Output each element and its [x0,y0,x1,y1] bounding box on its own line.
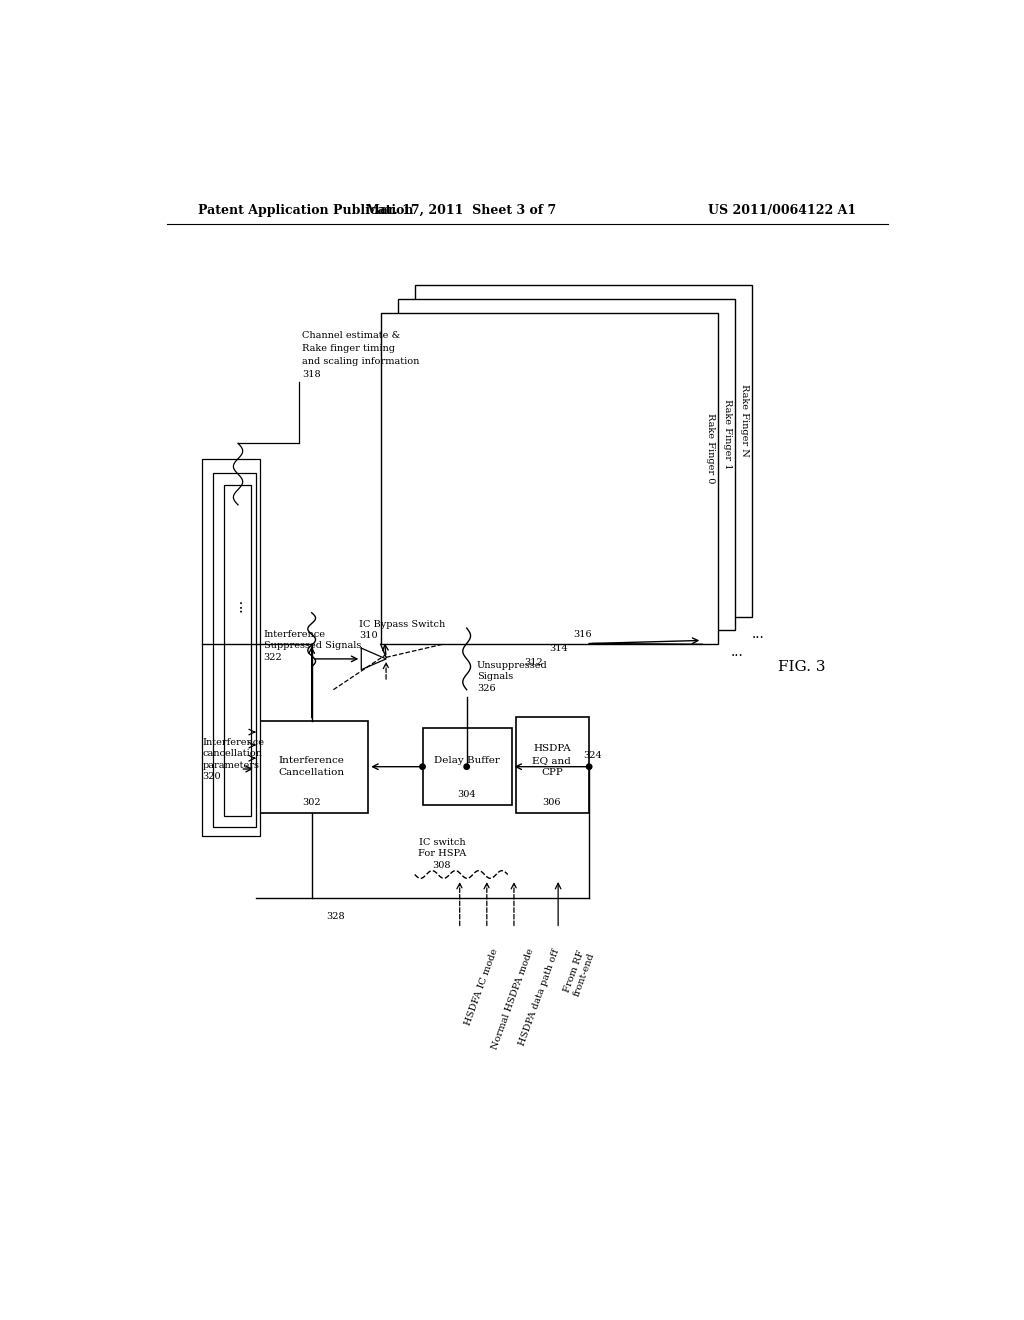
Bar [213,473,256,826]
Bar [515,717,589,813]
Text: 326: 326 [477,684,496,693]
Text: HSDPA: HSDPA [534,744,570,754]
Text: 304: 304 [458,789,476,799]
Text: Rake Finger 1: Rake Finger 1 [723,399,731,470]
Text: Interference: Interference [263,630,326,639]
Text: 318: 318 [302,371,321,379]
Text: cancellation: cancellation [203,750,262,758]
Text: Cancellation: Cancellation [279,768,345,777]
Text: Mar. 17, 2011  Sheet 3 of 7: Mar. 17, 2011 Sheet 3 of 7 [367,205,556,218]
Text: parameters: parameters [203,760,259,770]
Text: 320: 320 [203,772,221,781]
Text: Interference: Interference [279,756,345,766]
Text: Unsuppressed: Unsuppressed [477,660,548,669]
Text: HSDFA IC mode: HSDFA IC mode [464,948,500,1027]
Bar [224,484,251,816]
Text: 322: 322 [263,653,283,661]
Text: 312: 312 [524,659,543,667]
Text: Interference: Interference [203,738,264,747]
Text: Patent Application Publication: Patent Application Publication [198,205,414,218]
Text: Channel estimate &: Channel estimate & [302,331,400,341]
Text: IC switch: IC switch [419,838,465,846]
Text: 308: 308 [432,861,452,870]
Bar [415,285,752,616]
Text: Rake finger timing: Rake finger timing [302,345,395,352]
Text: Rake Finger N: Rake Finger N [739,384,749,457]
Circle shape [420,764,425,770]
Circle shape [464,764,469,770]
Text: 314: 314 [549,644,567,653]
Text: FIG. 3: FIG. 3 [778,660,826,673]
Text: EQ and: EQ and [532,756,571,766]
Bar [397,300,735,631]
Text: From RF
front-end: From RF front-end [562,948,596,998]
Bar [423,729,512,805]
Text: 306: 306 [543,797,561,807]
Text: 302: 302 [302,797,321,807]
Text: CPP: CPP [541,768,563,776]
Text: ...: ... [752,627,765,642]
Text: HSDPA data path off: HSDPA data path off [518,948,561,1047]
Text: US 2011/0064122 A1: US 2011/0064122 A1 [709,205,856,218]
Text: Normal HSDPA mode: Normal HSDPA mode [490,948,536,1051]
Text: 310: 310 [359,631,378,640]
Bar [381,313,718,644]
Bar [202,459,260,836]
Text: ...: ... [230,598,245,612]
Text: Suppressed Signals: Suppressed Signals [263,642,361,651]
Text: For HSPA: For HSPA [418,849,466,858]
Text: Rake Finger 0: Rake Finger 0 [706,413,715,483]
Text: 328: 328 [327,912,345,921]
Text: Signals: Signals [477,672,513,681]
Circle shape [587,764,592,770]
Text: and scaling information: and scaling information [302,358,420,366]
Text: Delay Buffer: Delay Buffer [434,756,500,766]
Text: ...: ... [731,645,743,659]
Text: 324: 324 [584,751,602,759]
Text: 316: 316 [573,631,592,639]
Text: IC Bypass Switch: IC Bypass Switch [359,620,445,628]
Bar [256,721,369,813]
